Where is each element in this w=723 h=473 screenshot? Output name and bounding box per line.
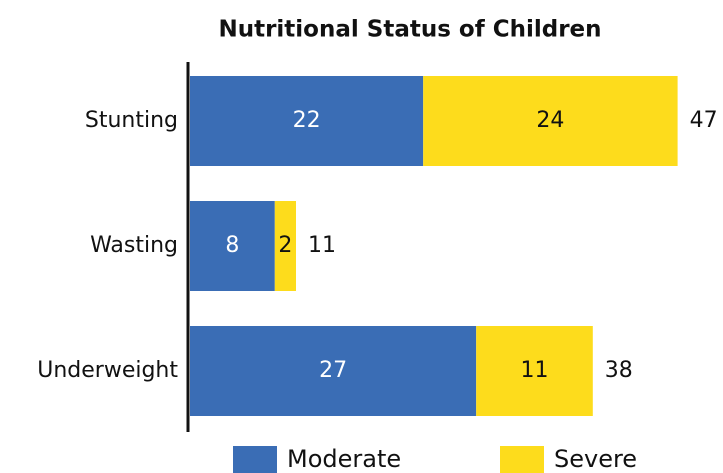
- data-label: 22: [293, 108, 321, 133]
- legend-label: Moderate: [287, 445, 401, 473]
- bar: [423, 76, 678, 166]
- total-label: 38: [605, 358, 633, 383]
- bar: [274, 201, 296, 291]
- data-label: 24: [536, 108, 564, 133]
- bar: [190, 76, 424, 166]
- data-label: 11: [521, 358, 549, 383]
- total-label: 11: [308, 233, 336, 258]
- data-label: 2: [278, 233, 292, 258]
- y-tick-label: Wasting: [90, 233, 178, 258]
- data-label: 8: [225, 233, 239, 258]
- bar: [190, 201, 275, 291]
- y-tick-label: Stunting: [85, 108, 178, 133]
- legend-swatch: [233, 446, 277, 473]
- legend-swatch: [500, 446, 544, 473]
- chart-title: Nutritional Status of Children: [218, 17, 601, 43]
- bar: [190, 326, 477, 416]
- legend-label: Severe: [554, 445, 637, 473]
- bar: [476, 326, 593, 416]
- y-tick-label: Underweight: [37, 358, 178, 383]
- data-label: 27: [319, 358, 347, 383]
- total-label: 47: [690, 108, 718, 133]
